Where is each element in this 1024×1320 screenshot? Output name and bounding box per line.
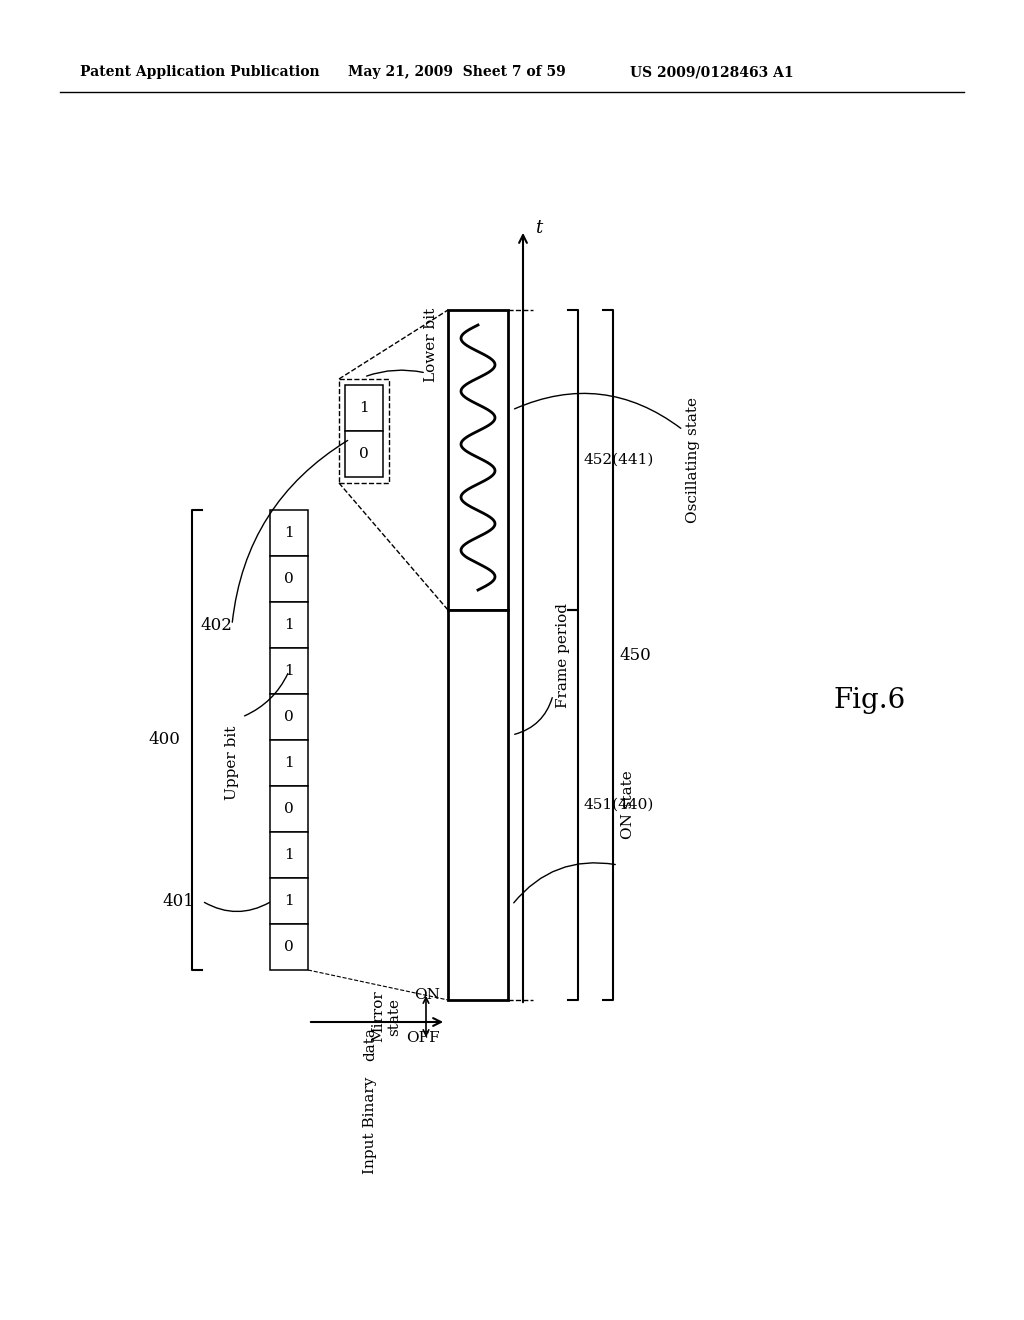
Bar (270, 924, 308, 970)
Bar (345, 432, 383, 477)
Text: Upper bit: Upper bit (225, 726, 239, 800)
Text: 1: 1 (284, 664, 294, 678)
Bar (345, 385, 383, 432)
Text: 0: 0 (284, 710, 294, 723)
Bar (270, 694, 308, 741)
Text: 1: 1 (359, 401, 369, 414)
Text: 402: 402 (200, 616, 232, 634)
Text: 452(441): 452(441) (584, 453, 654, 467)
Text: Frame period: Frame period (556, 602, 570, 708)
Text: 0: 0 (284, 572, 294, 586)
Text: 400: 400 (148, 731, 180, 748)
Text: May 21, 2009  Sheet 7 of 59: May 21, 2009 Sheet 7 of 59 (348, 65, 565, 79)
Text: 1: 1 (284, 894, 294, 908)
Bar (270, 785, 308, 832)
Text: ON: ON (414, 987, 440, 1002)
Text: Mirror
state: Mirror state (371, 990, 401, 1043)
Text: 450: 450 (618, 647, 650, 664)
Text: Patent Application Publication: Patent Application Publication (80, 65, 319, 79)
Bar (270, 878, 308, 924)
Text: 1: 1 (284, 847, 294, 862)
Bar (270, 741, 308, 785)
Text: Input Binary: Input Binary (362, 1077, 377, 1175)
Bar (270, 832, 308, 878)
Text: OFF: OFF (407, 1031, 440, 1045)
Text: 1: 1 (284, 756, 294, 770)
Text: 401: 401 (162, 892, 194, 909)
Text: 1: 1 (284, 525, 294, 540)
Text: Fig.6: Fig.6 (834, 686, 906, 714)
Text: 0: 0 (284, 940, 294, 954)
Bar (339, 379, 389, 483)
Bar (270, 602, 308, 648)
Bar (449, 610, 508, 1001)
Text: US 2009/0128463 A1: US 2009/0128463 A1 (630, 65, 794, 79)
Bar (270, 648, 308, 694)
Text: 0: 0 (284, 803, 294, 816)
Bar (449, 310, 508, 610)
Text: 451(440): 451(440) (584, 799, 654, 812)
Text: 1: 1 (284, 618, 294, 632)
Text: 0: 0 (359, 447, 369, 461)
Bar (270, 510, 308, 556)
Bar (270, 556, 308, 602)
Text: Lower bit: Lower bit (424, 308, 438, 381)
Text: t: t (535, 219, 543, 238)
Text: Oscillating state: Oscillating state (686, 397, 700, 523)
Text: ON state: ON state (621, 771, 635, 840)
Text: data: data (362, 1027, 377, 1061)
